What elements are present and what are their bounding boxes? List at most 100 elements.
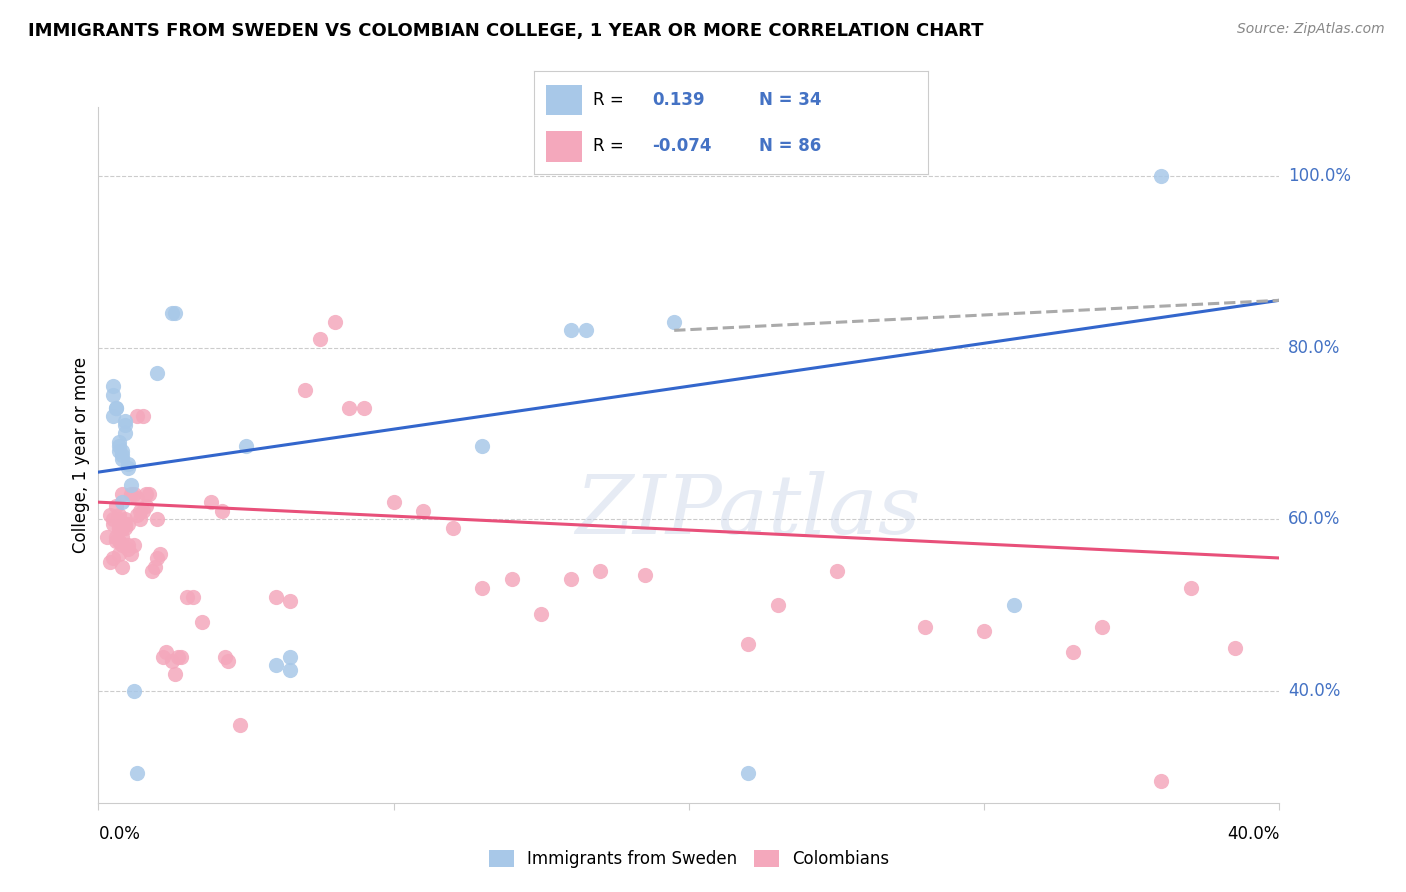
Text: N = 34: N = 34 <box>759 91 821 109</box>
Point <box>98 555 121 569</box>
Point <box>108 521 131 535</box>
Point <box>111 486 134 500</box>
Point <box>146 512 169 526</box>
Point <box>111 521 134 535</box>
Point <box>149 547 172 561</box>
Point <box>294 384 316 398</box>
Point <box>1150 774 1173 789</box>
Point <box>737 765 759 780</box>
Point <box>111 452 134 467</box>
Text: Source: ZipAtlas.com: Source: ZipAtlas.com <box>1237 22 1385 37</box>
Point <box>1002 599 1025 613</box>
Point <box>125 765 148 780</box>
Text: 80.0%: 80.0% <box>1288 339 1340 357</box>
Point <box>162 306 183 320</box>
Point <box>214 649 236 664</box>
Point <box>217 654 239 668</box>
Point <box>114 413 136 427</box>
Point <box>633 568 655 582</box>
Text: ZIPatlas: ZIPatlas <box>575 471 921 550</box>
Point <box>278 649 302 664</box>
Point <box>146 367 169 381</box>
Point <box>125 491 148 505</box>
Point <box>191 615 214 630</box>
Point <box>146 551 169 566</box>
Point <box>105 500 128 514</box>
Point <box>278 594 302 608</box>
Point <box>108 521 131 535</box>
Point <box>1180 581 1202 595</box>
Text: 0.0%: 0.0% <box>98 825 141 843</box>
Point <box>152 649 174 664</box>
Point <box>122 684 145 698</box>
Point <box>105 529 128 543</box>
Point <box>501 573 523 587</box>
Text: 60.0%: 60.0% <box>1288 510 1340 528</box>
Point <box>471 439 494 453</box>
Point <box>128 512 150 526</box>
Point <box>181 590 204 604</box>
Point <box>278 663 302 677</box>
Point <box>1150 169 1173 183</box>
Point <box>737 637 759 651</box>
Point <box>589 564 612 578</box>
Point <box>914 620 936 634</box>
Point <box>229 718 252 732</box>
Point <box>165 306 187 320</box>
Point <box>128 504 150 518</box>
Point <box>105 533 128 548</box>
Point <box>135 500 157 514</box>
Point <box>471 581 494 595</box>
Point <box>382 495 405 509</box>
Bar <box>546 131 582 161</box>
Point <box>176 590 198 604</box>
Point <box>135 486 157 500</box>
Point <box>114 516 136 531</box>
Point <box>117 460 139 475</box>
Point <box>111 559 134 574</box>
Point <box>141 564 163 578</box>
Point <box>111 538 134 552</box>
Point <box>108 443 131 458</box>
Point <box>117 538 139 552</box>
Point <box>211 504 233 518</box>
Point <box>120 478 142 492</box>
Point <box>167 649 190 664</box>
Point <box>122 486 145 500</box>
Point <box>825 564 848 578</box>
Point <box>103 516 125 531</box>
Point <box>125 508 148 522</box>
Point <box>103 551 125 566</box>
Point <box>108 439 131 453</box>
Bar <box>546 85 582 115</box>
Point <box>143 559 166 574</box>
Text: 0.139: 0.139 <box>652 91 704 109</box>
Point <box>353 401 375 415</box>
Point <box>264 658 287 673</box>
Point <box>114 417 136 432</box>
Point <box>103 409 125 424</box>
Point <box>560 323 582 337</box>
Point <box>1091 620 1114 634</box>
Point <box>96 529 118 543</box>
Point <box>111 529 134 543</box>
Point <box>412 504 434 518</box>
Point <box>120 547 142 561</box>
Point <box>105 401 128 415</box>
Point <box>111 521 134 535</box>
Point <box>766 599 789 613</box>
Point <box>103 388 125 402</box>
Point <box>111 495 134 509</box>
Point <box>530 607 553 621</box>
Point <box>1062 645 1084 659</box>
Text: 100.0%: 100.0% <box>1288 167 1351 185</box>
Point <box>162 654 183 668</box>
Point <box>105 401 128 415</box>
Point <box>132 409 155 424</box>
Point <box>108 547 131 561</box>
Point <box>125 409 148 424</box>
Point <box>98 508 121 522</box>
Point <box>235 439 257 453</box>
Point <box>170 649 193 664</box>
Point <box>560 573 582 587</box>
